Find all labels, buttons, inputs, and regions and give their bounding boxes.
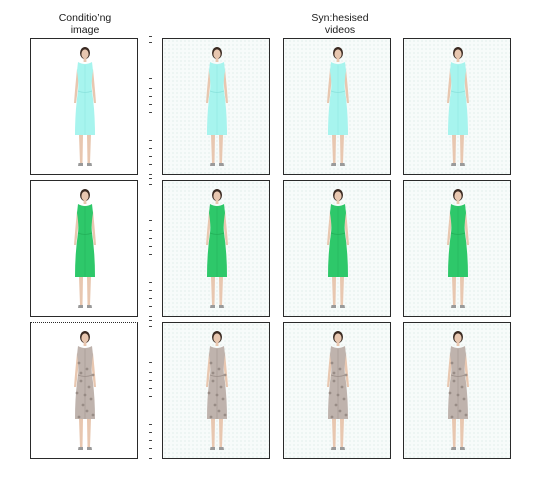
model-figure bbox=[447, 189, 469, 308]
tick-mark bbox=[149, 306, 152, 307]
conditioning-image-row-3 bbox=[30, 322, 138, 459]
model-figure bbox=[206, 189, 228, 308]
model-figure bbox=[206, 47, 228, 166]
tick-mark bbox=[149, 238, 152, 239]
synthesised-frame-row-2-col-2 bbox=[283, 180, 391, 317]
tick-mark bbox=[149, 388, 152, 389]
tick-mark bbox=[149, 282, 152, 283]
synthesised-frame-row-1-col-3 bbox=[403, 38, 511, 175]
tick-mark bbox=[149, 220, 152, 221]
tick-mark bbox=[149, 88, 152, 89]
tick-mark bbox=[149, 372, 152, 373]
conditioning-image-row-1 bbox=[30, 38, 138, 175]
tick-mark bbox=[149, 432, 152, 433]
tick-mark bbox=[149, 148, 152, 149]
model-figure bbox=[327, 47, 349, 166]
tick-mark bbox=[149, 112, 152, 113]
tick-mark bbox=[149, 96, 152, 97]
tick-mark bbox=[149, 78, 152, 79]
tick-mark bbox=[149, 42, 152, 43]
tick-mark bbox=[149, 140, 152, 141]
tick-mark bbox=[149, 320, 152, 321]
tick-mark bbox=[149, 448, 152, 449]
model-figure bbox=[447, 331, 469, 450]
model-figure bbox=[327, 189, 349, 308]
tick-mark bbox=[149, 246, 152, 247]
tick-marks bbox=[149, 36, 155, 176]
tick-mark bbox=[149, 178, 152, 179]
model-figure bbox=[447, 47, 469, 166]
conditioning-image-row-2 bbox=[30, 180, 138, 317]
tick-mark bbox=[149, 290, 152, 291]
tick-mark bbox=[149, 156, 152, 157]
conditioning-heading-line1: Conditio’ng bbox=[58, 12, 112, 24]
tick-mark bbox=[149, 104, 152, 105]
synthesised-frame-row-3-col-1 bbox=[162, 322, 270, 459]
tick-mark bbox=[149, 396, 152, 397]
conditioning-heading-line2: image bbox=[70, 24, 100, 36]
model-figure bbox=[74, 331, 96, 450]
synthesised-heading-line1: Syn:hesised bbox=[311, 12, 369, 24]
tick-mark bbox=[149, 380, 152, 381]
tick-mark bbox=[149, 174, 152, 175]
conditioning-image-heading: Conditio’ng image bbox=[22, 12, 148, 36]
synthesised-frame-row-2-col-1 bbox=[162, 180, 270, 317]
tick-mark bbox=[149, 164, 152, 165]
model-figure bbox=[327, 331, 349, 450]
tick-mark bbox=[149, 424, 152, 425]
model-figure bbox=[74, 47, 96, 166]
synthesised-frame-row-3-col-3 bbox=[403, 322, 511, 459]
tick-mark bbox=[149, 440, 152, 441]
tick-marks bbox=[149, 320, 155, 460]
tick-mark bbox=[149, 326, 152, 327]
tick-mark bbox=[149, 230, 152, 231]
tick-mark bbox=[149, 184, 152, 185]
tick-mark bbox=[149, 362, 152, 363]
synthesised-frame-row-3-col-2 bbox=[283, 322, 391, 459]
synthesised-frame-row-1-col-2 bbox=[283, 38, 391, 175]
model-figure bbox=[206, 331, 228, 450]
tick-marks bbox=[149, 178, 155, 318]
tick-mark bbox=[149, 254, 152, 255]
synthesised-videos-heading: Syn:hesised videos bbox=[250, 12, 430, 36]
tick-mark bbox=[149, 36, 152, 37]
tick-mark bbox=[149, 316, 152, 317]
tick-mark bbox=[149, 458, 152, 459]
synthesised-frame-row-1-col-1 bbox=[162, 38, 270, 175]
synthesised-heading-line2: videos bbox=[324, 24, 356, 36]
model-figure bbox=[74, 189, 96, 308]
tick-mark bbox=[149, 298, 152, 299]
synthesised-frame-row-2-col-3 bbox=[403, 180, 511, 317]
